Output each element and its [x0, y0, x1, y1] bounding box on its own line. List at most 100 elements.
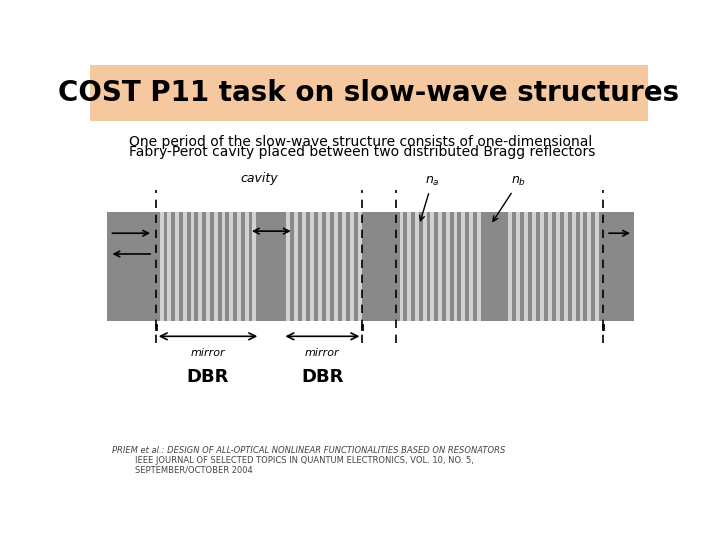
Bar: [351, 212, 354, 321]
Bar: [473, 212, 477, 321]
Bar: [556, 212, 559, 321]
Bar: [520, 212, 524, 321]
Bar: [512, 212, 516, 321]
Text: mirror: mirror: [305, 348, 340, 357]
Bar: [233, 212, 237, 321]
Text: $n_a$: $n_a$: [420, 175, 439, 221]
Bar: [156, 212, 160, 321]
Bar: [338, 212, 342, 321]
Bar: [245, 212, 248, 321]
Bar: [194, 212, 198, 321]
Text: cavity: cavity: [240, 172, 278, 185]
Bar: [302, 212, 307, 321]
Bar: [536, 212, 540, 321]
Bar: [168, 212, 171, 321]
Bar: [160, 212, 163, 321]
Bar: [434, 212, 438, 321]
Bar: [427, 212, 431, 321]
Bar: [315, 212, 318, 321]
Bar: [175, 212, 179, 321]
Bar: [210, 212, 214, 321]
Text: COST P11 task on slow-wave structures: COST P11 task on slow-wave structures: [58, 79, 680, 107]
Text: DBR: DBR: [186, 368, 229, 386]
Text: PRIEM et al.: DESIGN OF ALL-OPTICAL NONLINEAR FUNCTIONALITIES BASED ON RESONATOR: PRIEM et al.: DESIGN OF ALL-OPTICAL NONL…: [112, 446, 505, 455]
Bar: [423, 212, 427, 321]
Bar: [559, 212, 564, 321]
Bar: [572, 212, 575, 321]
Bar: [330, 212, 334, 321]
Bar: [260, 212, 282, 321]
Bar: [179, 212, 183, 321]
Bar: [580, 212, 583, 321]
Bar: [307, 212, 310, 321]
Bar: [248, 212, 253, 321]
Bar: [419, 212, 423, 321]
Bar: [362, 212, 396, 321]
Bar: [408, 212, 411, 321]
Bar: [287, 212, 290, 321]
Bar: [457, 212, 462, 321]
Bar: [544, 212, 548, 321]
Bar: [567, 212, 572, 321]
Bar: [400, 212, 403, 321]
Bar: [310, 212, 315, 321]
Bar: [462, 212, 465, 321]
Text: One period of the slow-wave structure consists of one-dimensional: One period of the slow-wave structure co…: [129, 134, 593, 149]
Bar: [225, 212, 229, 321]
Bar: [299, 212, 302, 321]
Bar: [354, 212, 359, 321]
Text: DBR: DBR: [301, 368, 343, 386]
Bar: [591, 212, 595, 321]
Bar: [256, 212, 260, 321]
Bar: [446, 212, 450, 321]
Bar: [477, 212, 481, 321]
Bar: [415, 212, 419, 321]
Bar: [603, 212, 634, 321]
Bar: [186, 212, 191, 321]
Bar: [183, 212, 186, 321]
Bar: [411, 212, 415, 321]
Bar: [229, 212, 233, 321]
Bar: [552, 212, 556, 321]
Bar: [323, 212, 326, 321]
Bar: [465, 212, 469, 321]
Bar: [481, 212, 504, 321]
Bar: [588, 212, 591, 321]
Bar: [202, 212, 206, 321]
Bar: [214, 212, 217, 321]
Bar: [222, 212, 225, 321]
Bar: [431, 212, 434, 321]
Bar: [524, 212, 528, 321]
Bar: [508, 212, 512, 321]
Bar: [599, 212, 603, 321]
Bar: [253, 212, 256, 321]
Bar: [469, 212, 473, 321]
Bar: [282, 212, 287, 321]
Bar: [396, 212, 400, 321]
Bar: [564, 212, 567, 321]
Bar: [454, 212, 457, 321]
Bar: [107, 212, 156, 321]
Bar: [318, 212, 323, 321]
Bar: [191, 212, 194, 321]
Bar: [548, 212, 552, 321]
Bar: [334, 212, 338, 321]
Bar: [540, 212, 544, 321]
Bar: [171, 212, 175, 321]
Bar: [595, 212, 599, 321]
Bar: [206, 212, 210, 321]
Bar: [532, 212, 536, 321]
Bar: [504, 212, 508, 321]
Bar: [359, 212, 362, 321]
Text: Fabry-Perot cavity placed between two distributed Bragg reflectors: Fabry-Perot cavity placed between two di…: [129, 145, 595, 159]
Text: $n_b$: $n_b$: [493, 175, 526, 221]
Bar: [575, 212, 580, 321]
Bar: [198, 212, 202, 321]
Bar: [294, 212, 299, 321]
Bar: [107, 212, 634, 321]
Bar: [290, 212, 294, 321]
Bar: [583, 212, 588, 321]
Bar: [438, 212, 442, 321]
Bar: [241, 212, 245, 321]
Text: mirror: mirror: [191, 348, 225, 357]
